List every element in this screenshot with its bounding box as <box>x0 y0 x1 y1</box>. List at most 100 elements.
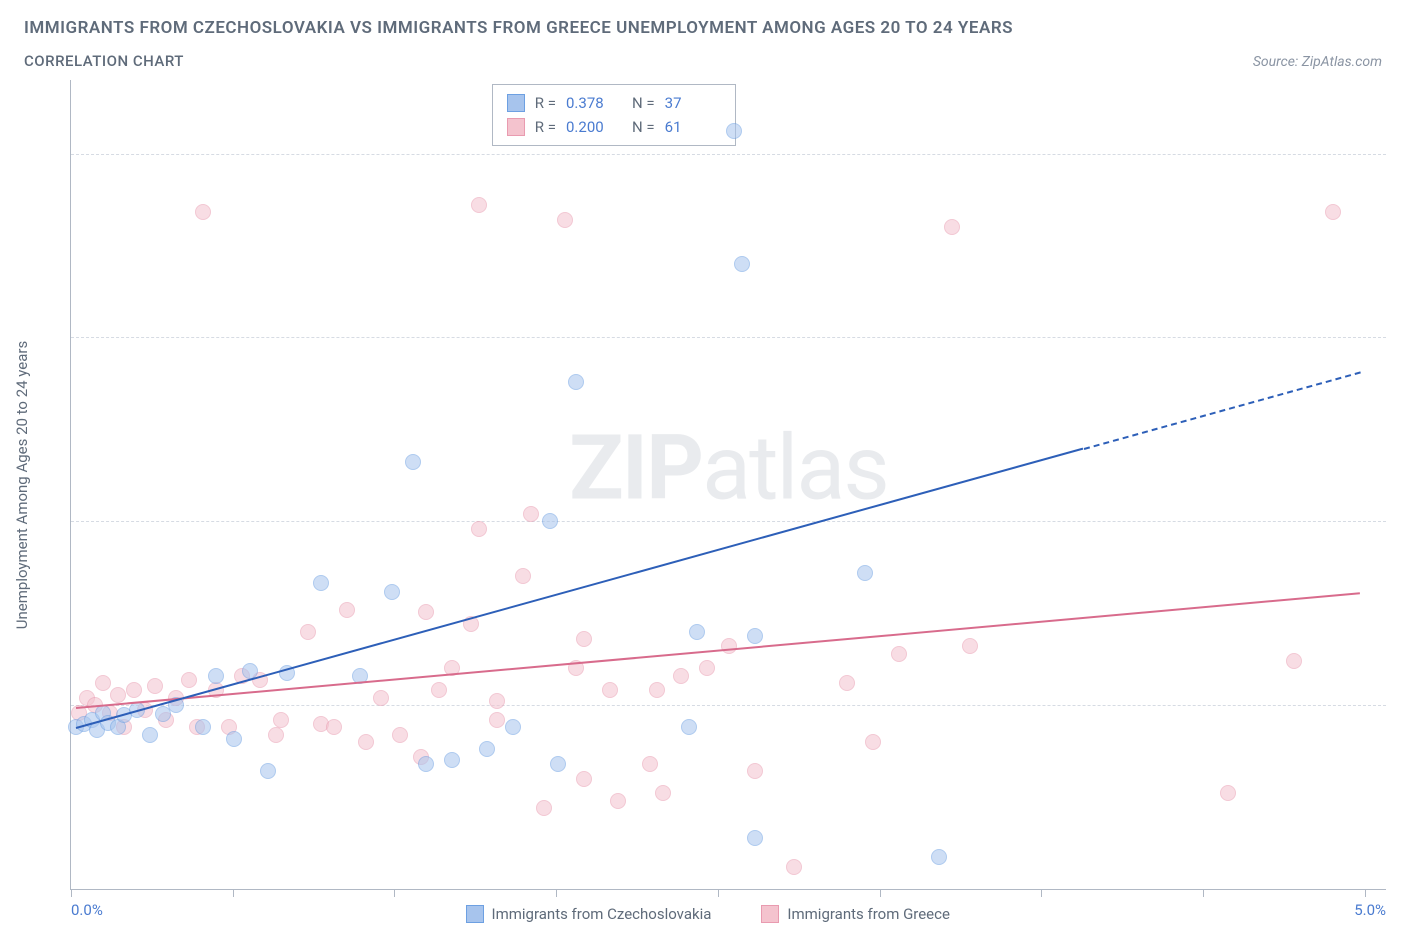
y-tick-label: 25.0% <box>1396 512 1406 530</box>
point-greece <box>110 687 126 703</box>
gridline <box>71 154 1386 155</box>
point-czech <box>734 256 750 272</box>
point-greece <box>300 624 316 640</box>
y-tick-label: 37.5% <box>1396 328 1406 346</box>
stats-row-czech: R =0.378 N =37 <box>507 91 721 115</box>
point-czech <box>208 668 224 684</box>
watermark: ZIPatlas <box>569 416 888 521</box>
trend-line <box>76 592 1360 709</box>
point-greece <box>962 638 978 654</box>
point-greece <box>181 672 197 688</box>
point-greece <box>786 859 802 875</box>
point-czech <box>550 756 566 772</box>
point-greece <box>373 690 389 706</box>
point-greece <box>358 734 374 750</box>
x-tick-label: 5.0% <box>1354 901 1386 919</box>
point-greece <box>95 675 111 691</box>
legend-greece: Immigrants from Greece <box>761 905 950 923</box>
point-czech <box>568 374 584 390</box>
point-greece <box>392 727 408 743</box>
point-czech <box>142 727 158 743</box>
point-czech <box>747 628 763 644</box>
x-tick <box>394 889 395 897</box>
y-axis-label: Unemployment Among Ages 20 to 24 years <box>13 341 31 629</box>
point-czech <box>405 454 421 470</box>
point-greece <box>1220 785 1236 801</box>
point-greece <box>642 756 658 772</box>
point-greece <box>515 568 531 584</box>
point-greece <box>1286 653 1302 669</box>
point-greece <box>747 763 763 779</box>
point-greece <box>673 668 689 684</box>
x-tick <box>233 889 234 897</box>
point-greece <box>1325 204 1341 220</box>
point-greece <box>326 719 342 735</box>
x-tick <box>1365 889 1366 897</box>
point-greece <box>536 800 552 816</box>
point-greece <box>418 604 434 620</box>
point-greece <box>865 734 881 750</box>
x-tick <box>1203 889 1204 897</box>
point-greece <box>273 712 289 728</box>
point-greece <box>147 678 163 694</box>
point-greece <box>126 682 142 698</box>
point-greece <box>523 506 539 522</box>
point-czech <box>384 584 400 600</box>
gridline <box>71 337 1386 338</box>
y-tick-label: 12.5% <box>1396 696 1406 714</box>
point-greece <box>471 197 487 213</box>
point-greece <box>839 675 855 691</box>
point-greece <box>891 646 907 662</box>
point-czech <box>226 731 242 747</box>
point-greece <box>649 682 665 698</box>
x-tick <box>718 889 719 897</box>
point-greece <box>471 521 487 537</box>
y-tick-label: 50.0% <box>1396 145 1406 163</box>
legend: Immigrants from Czechoslovakia Immigrant… <box>466 905 950 923</box>
point-czech <box>726 123 742 139</box>
plot-area: ZIPatlas R =0.378 N =37 R =0.200 N =61 I… <box>70 80 1386 890</box>
point-czech <box>505 719 521 735</box>
swatch-greece-icon <box>761 905 779 923</box>
source-label: Source: ZipAtlas.com <box>1253 54 1382 70</box>
point-czech <box>444 752 460 768</box>
point-greece <box>431 682 447 698</box>
trend-line <box>1083 371 1360 449</box>
point-czech <box>195 719 211 735</box>
swatch-greece <box>507 118 525 136</box>
point-greece <box>699 660 715 676</box>
swatch-czech <box>507 94 525 112</box>
gridline <box>71 521 1386 522</box>
gridline <box>71 705 1386 706</box>
chart-subtitle: CORRELATION CHART <box>24 52 184 70</box>
legend-czech: Immigrants from Czechoslovakia <box>466 905 712 923</box>
correlation-chart: Unemployment Among Ages 20 to 24 years Z… <box>70 80 1386 890</box>
point-greece <box>268 727 284 743</box>
point-czech <box>313 575 329 591</box>
point-greece <box>557 212 573 228</box>
point-greece <box>576 631 592 647</box>
point-greece <box>489 712 505 728</box>
point-greece <box>655 785 671 801</box>
x-tick <box>880 889 881 897</box>
point-czech <box>418 756 434 772</box>
point-czech <box>542 513 558 529</box>
point-greece <box>576 771 592 787</box>
x-tick <box>1041 889 1042 897</box>
point-czech <box>931 849 947 865</box>
x-tick <box>71 889 72 897</box>
point-czech <box>479 741 495 757</box>
point-greece <box>602 682 618 698</box>
point-czech <box>747 830 763 846</box>
point-czech <box>260 763 276 779</box>
trend-line <box>76 448 1084 729</box>
stats-row-greece: R =0.200 N =61 <box>507 115 721 139</box>
swatch-czech-icon <box>466 905 484 923</box>
point-greece <box>721 638 737 654</box>
point-czech <box>689 624 705 640</box>
x-tick <box>556 889 557 897</box>
point-greece <box>610 793 626 809</box>
point-greece <box>489 693 505 709</box>
point-greece <box>339 602 355 618</box>
point-czech <box>681 719 697 735</box>
